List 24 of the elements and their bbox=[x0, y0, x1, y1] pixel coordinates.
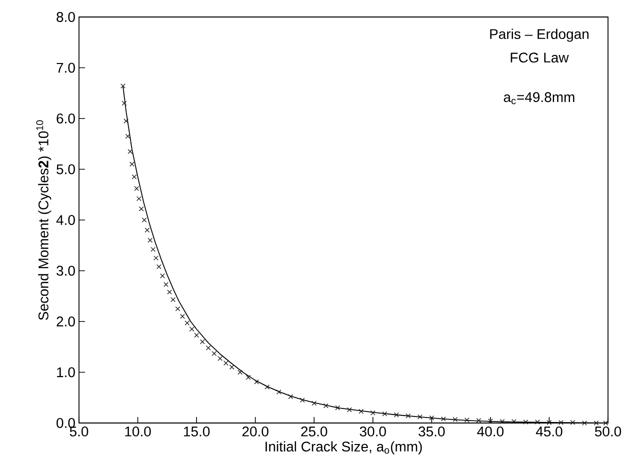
y-axis-title: Second Moment (Cycles2) *10$^{10}$ bbox=[36, 120, 52, 320]
y-tick-label: 8.0 bbox=[56, 12, 75, 22]
x-tick-label: 10.0 bbox=[125, 426, 151, 436]
annotation: Paris – Erdogan bbox=[490, 28, 588, 42]
y-tick-label: 4.0 bbox=[56, 215, 75, 225]
y-tick-label: 2.0 bbox=[56, 316, 75, 326]
x-tick-label: 30.0 bbox=[360, 426, 386, 436]
x-tick-label: 35.0 bbox=[418, 426, 445, 436]
y-tick-label: 0.0 bbox=[56, 418, 75, 428]
x-axis-title: Initial Crack Size, a$_{o}$(mm) bbox=[266, 441, 422, 454]
annotation: FCG Law bbox=[510, 52, 569, 63]
x-tick-label: 5.0 bbox=[70, 426, 88, 436]
y-tick-label: 5.0 bbox=[56, 164, 75, 174]
x-tick-label: 45.0 bbox=[536, 426, 562, 436]
y-tick-label: 6.0 bbox=[56, 114, 75, 124]
y-tick-label: 7.0 bbox=[56, 62, 75, 73]
annotation: a$_{c}$=49.8mm bbox=[504, 92, 574, 104]
x-tick-label: 20.0 bbox=[242, 426, 268, 436]
x-tick-label: 40.0 bbox=[477, 426, 504, 436]
y-tick-label: 1.0 bbox=[57, 367, 75, 378]
y-tick-label: 3.0 bbox=[56, 266, 75, 276]
x-tick-label: 15.0 bbox=[184, 426, 210, 436]
x-tick-label: 50.0 bbox=[594, 426, 622, 436]
x-tick-label: 25.0 bbox=[301, 426, 328, 436]
